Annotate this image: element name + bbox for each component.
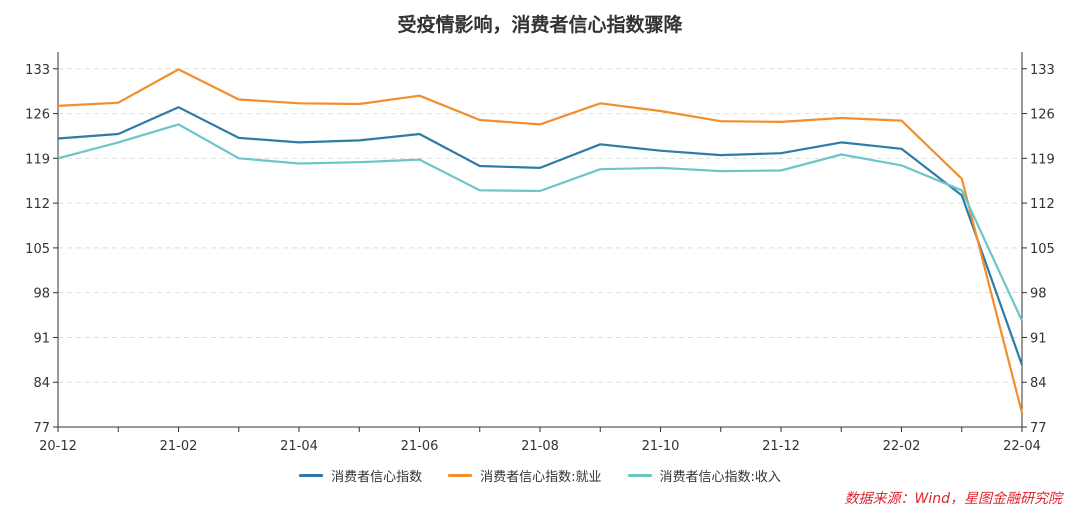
y-tick-label-right: 84: [1030, 376, 1047, 391]
y-tick-label-right: 98: [1030, 287, 1047, 302]
x-tick-label: 20-12: [39, 439, 77, 454]
y-tick-label-left: 98: [33, 287, 50, 302]
x-tick-label: 22-04: [1003, 439, 1041, 454]
x-tick-label: 21-10: [642, 439, 680, 454]
y-tick-label-right: 126: [1030, 108, 1055, 123]
y-tick-label-right: 105: [1030, 242, 1055, 257]
x-tick-label: 22-02: [883, 439, 921, 454]
y-tick-label-left: 91: [33, 331, 50, 346]
source-note: 数据来源：Wind，星图金融研究院: [844, 491, 1063, 507]
y-tick-label-left: 133: [25, 63, 50, 78]
legend-item-2[interactable]: 消费者信心指数:就业: [448, 466, 602, 485]
y-tick-label-left: 112: [25, 197, 50, 212]
series-line-1: [57, 106, 1024, 366]
y-tick-label-right: 119: [1030, 152, 1055, 167]
y-tick-label-left: 126: [25, 108, 50, 123]
y-tick-label-right: 112: [1030, 197, 1055, 212]
y-tick-label-left: 105: [25, 242, 50, 257]
legend-label: 消费者信心指数:就业: [480, 470, 602, 485]
legend-swatch: [448, 474, 473, 477]
legend-label: 消费者信心指数:收入: [659, 470, 781, 485]
series-line-2: [57, 68, 1024, 414]
x-tick-label: 21-02: [160, 439, 198, 454]
y-tick-label-left: 77: [33, 421, 50, 436]
y-tick-label-left: 84: [33, 376, 50, 391]
y-tick-label-left: 119: [25, 152, 50, 167]
series-lines: [57, 68, 1024, 414]
x-tick-label: 21-04: [280, 439, 318, 454]
legend-item-3[interactable]: 消费者信心指数:收入: [627, 466, 781, 485]
legend-item-1[interactable]: 消费者信心指数: [299, 466, 422, 485]
grid-lines: [58, 68, 1022, 383]
axes: [53, 52, 1027, 432]
chart-title: 受疫情影响，消费者信心指数骤降: [397, 14, 683, 36]
x-tick-label: 21-08: [521, 439, 559, 454]
legend-swatch: [627, 474, 652, 477]
y-tick-label-right: 91: [1030, 331, 1047, 346]
tick-labels: 77 77 84 84 91 91 98 98 105 105 112 112 119 119 126 126…: [25, 63, 1055, 454]
y-tick-label-right: 133: [1030, 63, 1055, 78]
series-line-3: [57, 123, 1023, 322]
legend-label: 消费者信心指数: [331, 470, 423, 485]
x-tick-label: 21-12: [762, 439, 800, 454]
x-tick-label: 21-06: [401, 439, 439, 454]
legend: 消费者信心指数 消费者信心指数:就业 消费者信心指数:收入: [0, 466, 1080, 485]
legend-swatch: [299, 474, 324, 477]
y-tick-label-right: 77: [1030, 421, 1047, 436]
